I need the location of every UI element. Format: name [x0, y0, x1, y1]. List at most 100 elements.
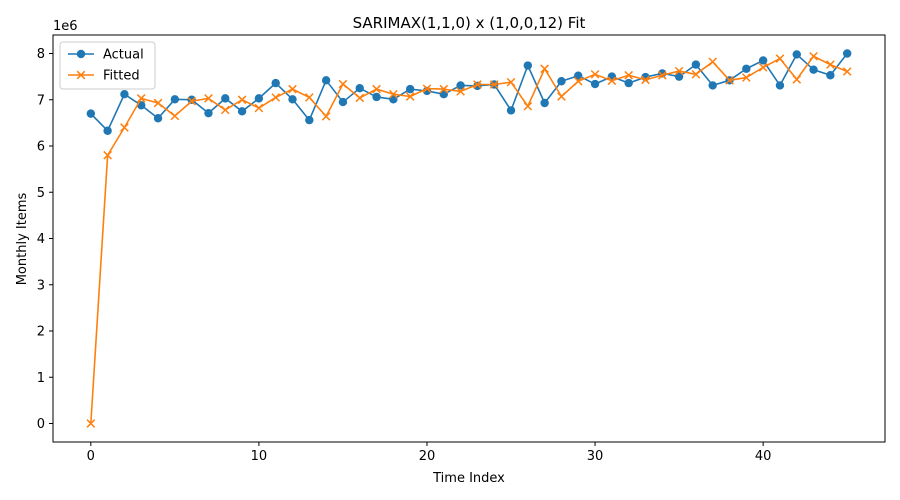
data-point-actual [624, 78, 633, 88]
data-point-actual [540, 98, 549, 108]
data-point-actual [204, 108, 213, 118]
data-point-fitted [540, 64, 549, 74]
x-tick-label: 30 [587, 449, 604, 464]
data-point-fitted [456, 87, 465, 96]
data-point-fitted [389, 89, 398, 99]
data-point-fitted [691, 69, 701, 79]
data-point-actual [775, 81, 785, 90]
data-point-fitted [220, 105, 230, 115]
data-point-fitted [304, 93, 314, 102]
data-point-fitted [237, 95, 247, 105]
data-point-fitted [405, 92, 415, 101]
y-tick-label: 2 [37, 325, 45, 340]
data-point-fitted [742, 73, 751, 82]
data-point-fitted [792, 75, 802, 84]
y-tick-label: 3 [37, 278, 45, 293]
x-tick-label: 40 [755, 449, 772, 464]
data-point-fitted [708, 57, 718, 67]
x-tick-label: 20 [419, 449, 436, 464]
data-point-actual [842, 49, 852, 58]
data-point-fitted [842, 67, 852, 76]
data-point-fitted [725, 75, 734, 85]
plot-frame [52, 34, 886, 443]
legend: Actual Fitted [59, 41, 156, 90]
data-point-fitted [624, 70, 634, 80]
data-point-actual [590, 79, 600, 89]
data-point-fitted [758, 63, 768, 72]
data-point-actual [288, 95, 297, 104]
data-point-fitted [809, 51, 818, 61]
data-point-actual [86, 109, 96, 118]
data-point-actual [338, 97, 348, 107]
data-point-actual [305, 115, 314, 125]
y-tick-label: 4 [37, 232, 45, 247]
y-multiplier-label: 1e6 [53, 19, 78, 34]
data-point-actual [506, 106, 516, 115]
data-point-fitted [170, 111, 180, 121]
plot-area: 0 10 20 30 40 0 1 2 3 4 5 6 7 8 [37, 47, 852, 464]
data-point-actual [120, 90, 129, 99]
data-point-actual [523, 61, 533, 70]
data-point-fitted [355, 93, 365, 103]
data-point-fitted [573, 76, 583, 86]
data-point-actual [321, 76, 331, 85]
y-tick-label: 0 [37, 417, 45, 432]
data-point-actual [103, 126, 112, 135]
data-point-actual [187, 95, 196, 104]
data-point-fitted [254, 103, 264, 113]
y-axis-title: Monthly Items [15, 193, 30, 286]
data-point-fitted [674, 66, 684, 76]
data-point-fitted [271, 93, 281, 102]
data-point-fitted [120, 123, 129, 132]
data-point-actual [792, 50, 801, 59]
x-tick-label: 0 [87, 449, 95, 464]
legend-label-fitted: Fitted [103, 69, 140, 84]
data-point-actual [237, 107, 247, 116]
data-point-fitted [153, 98, 163, 108]
data-point-fitted [826, 60, 835, 69]
data-point-fitted [321, 112, 331, 121]
data-point-fitted [641, 75, 650, 85]
data-point-actual [826, 71, 835, 80]
data-point-actual [574, 71, 583, 80]
x-axis-title: Time Index [432, 471, 505, 486]
data-point-fitted [775, 54, 785, 63]
legend-label-actual: Actual [103, 48, 144, 63]
data-point-actual [674, 72, 684, 81]
legend-marker-actual [76, 49, 86, 59]
x-tick-label: 10 [251, 449, 268, 464]
data-point-fitted [489, 80, 499, 89]
data-point-fitted [103, 150, 112, 160]
data-point-actual [708, 81, 717, 90]
data-point-actual [691, 60, 701, 69]
data-point-actual [742, 64, 751, 73]
series-line-fitted [90, 55, 848, 424]
data-point-actual [254, 94, 264, 103]
data-point-actual [405, 84, 415, 94]
data-point-actual [355, 83, 364, 93]
data-point-fitted [590, 69, 600, 79]
data-point-actual [221, 94, 230, 103]
y-tick-label: 1 [37, 371, 45, 386]
data-point-fitted [187, 96, 196, 106]
chart-title: SARIMAX(1,1,0) x (1,0,0,12) Fit [353, 14, 586, 32]
data-point-actual [809, 65, 818, 74]
data-point-actual [758, 56, 768, 65]
data-point-fitted [439, 84, 449, 94]
series-line-actual [90, 53, 848, 132]
data-point-fitted [422, 84, 432, 93]
data-point-fitted [372, 84, 381, 94]
data-point-fitted [523, 101, 533, 111]
data-point-actual [271, 78, 280, 88]
data-point-fitted [204, 94, 213, 103]
y-tick-label: 6 [37, 140, 45, 155]
y-tick-label: 8 [37, 47, 45, 62]
data-point-fitted [338, 79, 348, 89]
data-point-actual [456, 81, 465, 90]
y-tick-label: 7 [37, 93, 45, 108]
data-point-fitted [136, 94, 146, 103]
data-point-fitted [657, 70, 667, 80]
data-point-fitted [473, 80, 482, 89]
data-point-fitted [607, 76, 617, 86]
